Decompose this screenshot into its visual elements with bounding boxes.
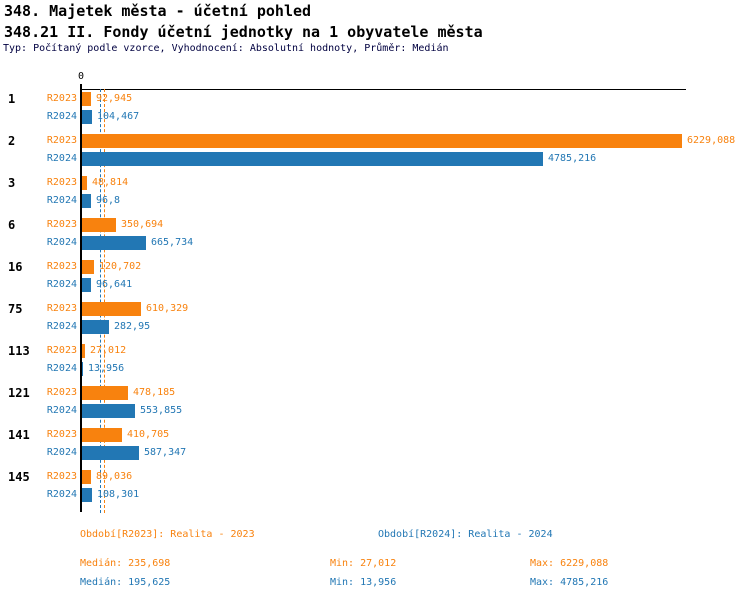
- category-label: 121: [8, 386, 30, 400]
- series-label-r2023: R2023: [46, 177, 77, 188]
- series-label-r2023: R2023: [46, 387, 77, 398]
- series-label-r2024: R2024: [46, 195, 77, 206]
- series-label-r2023: R2023: [46, 261, 77, 272]
- bar-value-1-r2023: 92,945: [96, 93, 133, 104]
- series-label-r2023: R2023: [46, 429, 77, 440]
- category-label: 145: [8, 470, 30, 484]
- bar-113-r2023: [82, 344, 85, 358]
- series-label-r2023: R2023: [46, 471, 77, 482]
- bar-value-121-r2023: 478,185: [133, 387, 176, 398]
- bar-6-r2023: [82, 218, 116, 232]
- x-axis-line: [80, 89, 686, 90]
- bar-value-16-r2023: 120,702: [99, 261, 142, 272]
- page-title: 348. Majetek města - účetní pohled: [4, 2, 312, 20]
- series-label-r2023: R2023: [46, 345, 77, 356]
- bar-145-r2023: [82, 470, 91, 484]
- x-axis-zero-label: 0: [77, 71, 85, 82]
- stat-max-r2024: Max: 4785,216: [530, 577, 609, 588]
- series-label-r2024: R2024: [46, 237, 77, 248]
- bar-value-75-r2023: 610,329: [146, 303, 189, 314]
- bar-121-r2024: [82, 404, 135, 418]
- bar-3-r2023: [82, 176, 87, 190]
- median-line-r2024: [100, 89, 101, 513]
- median-line-r2023: [104, 89, 105, 513]
- bar-value-6-r2024: 665,734: [151, 237, 194, 248]
- legend-r2024: Období[R2024]: Realita - 2024: [378, 529, 553, 540]
- series-label-r2024: R2024: [46, 405, 77, 416]
- bar-2-r2023: [82, 134, 682, 148]
- bar-value-113-r2024: 13,956: [88, 363, 125, 374]
- bar-value-2-r2023: 6229,088: [687, 135, 736, 146]
- category-label: 16: [8, 260, 23, 274]
- series-label-r2023: R2023: [46, 219, 77, 230]
- series-label-r2023: R2023: [46, 303, 77, 314]
- stat-median-r2023: Medián: 235,698: [80, 558, 171, 569]
- bar-145-r2024: [82, 488, 92, 502]
- bar-value-145-r2023: 89,036: [96, 471, 133, 482]
- bar-141-r2023: [82, 428, 122, 442]
- bar-value-141-r2023: 410,705: [127, 429, 170, 440]
- bar-value-2-r2024: 4785,216: [548, 153, 597, 164]
- stat-median-r2024: Medián: 195,625: [80, 577, 171, 588]
- bar-value-6-r2023: 350,694: [121, 219, 164, 230]
- bar-113-r2024: [82, 362, 83, 376]
- stat-min-r2024: Min: 13,956: [330, 577, 397, 588]
- series-label-r2024: R2024: [46, 153, 77, 164]
- series-label-r2024: R2024: [46, 363, 77, 374]
- series-label-r2024: R2024: [46, 489, 77, 500]
- bar-75-r2024: [82, 320, 109, 334]
- bar-value-3-r2024: 96,8: [96, 195, 121, 206]
- series-label-r2024: R2024: [46, 111, 77, 122]
- category-label: 75: [8, 302, 23, 316]
- stat-max-r2023: Max: 6229,088: [530, 558, 609, 569]
- bar-value-16-r2024: 96,641: [96, 279, 133, 290]
- bar-16-r2023: [82, 260, 94, 274]
- series-label-r2023: R2023: [46, 135, 77, 146]
- y-axis-line: [80, 84, 82, 512]
- bar-value-75-r2024: 282,95: [114, 321, 151, 332]
- bar-value-141-r2024: 587,347: [144, 447, 187, 458]
- bar-3-r2024: [82, 194, 91, 208]
- series-label-r2024: R2024: [46, 321, 77, 332]
- bar-1-r2023: [82, 92, 91, 106]
- bar-value-145-r2024: 108,301: [97, 489, 140, 500]
- bar-1-r2024: [82, 110, 92, 124]
- legend-r2023: Období[R2023]: Realita - 2023: [80, 529, 255, 540]
- page-subtitle: 348.21 II. Fondy účetní jednotky na 1 ob…: [4, 23, 483, 41]
- bar-value-3-r2023: 48,814: [92, 177, 129, 188]
- series-label-r2024: R2024: [46, 279, 77, 290]
- bar-2-r2024: [82, 152, 543, 166]
- bar-value-1-r2024: 104,467: [97, 111, 140, 122]
- category-label: 6: [8, 218, 16, 232]
- category-label: 113: [8, 344, 30, 358]
- category-label: 2: [8, 134, 16, 148]
- bar-141-r2024: [82, 446, 139, 460]
- category-label: 1: [8, 92, 16, 106]
- chart-meta-line: Typ: Počítaný podle vzorce, Vyhodnocení:…: [3, 43, 449, 54]
- bar-value-113-r2023: 27,012: [90, 345, 127, 356]
- series-label-r2024: R2024: [46, 447, 77, 458]
- series-label-r2023: R2023: [46, 93, 77, 104]
- stat-min-r2023: Min: 27,012: [330, 558, 397, 569]
- bar-value-121-r2024: 553,855: [140, 405, 183, 416]
- category-label: 3: [8, 176, 16, 190]
- bar-121-r2023: [82, 386, 128, 400]
- category-label: 141: [8, 428, 30, 442]
- bar-75-r2023: [82, 302, 141, 316]
- bar-16-r2024: [82, 278, 91, 292]
- bar-6-r2024: [82, 236, 146, 250]
